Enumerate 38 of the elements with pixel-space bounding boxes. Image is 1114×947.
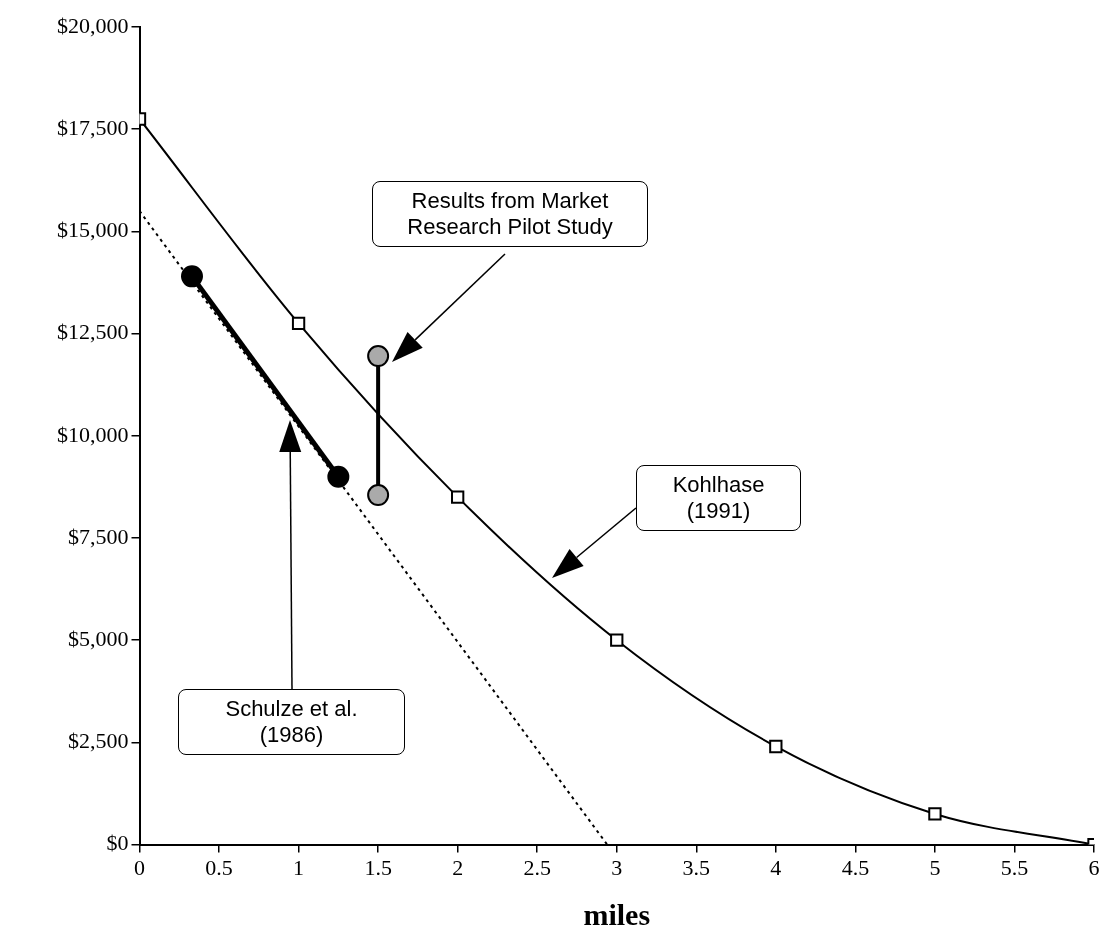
callout-box: Kohlhase (1991) [636, 465, 801, 531]
point [181, 265, 203, 288]
y-tick-label: $5,000 [68, 625, 129, 651]
x-tick-label: 4.5 [841, 854, 870, 880]
x-tick-label: 5.5 [1000, 854, 1029, 880]
y-tick-label: $15,000 [57, 217, 129, 243]
x-tick-label: 2.5 [523, 854, 551, 880]
point [928, 807, 942, 821]
point [451, 490, 465, 504]
x-tick-label: 2 [452, 854, 464, 880]
callout-box: Schulze et al. (1986) [178, 689, 405, 755]
annotation: Kohlhase (1991) [671, 472, 766, 524]
x-tick-label: 1 [293, 854, 305, 880]
x-tick-label: 6 [1088, 854, 1100, 880]
point [367, 484, 390, 507]
point [367, 345, 390, 368]
x-tick-label: 3.5 [682, 854, 711, 880]
y-tick-label: $20,000 [57, 12, 129, 38]
annotation: Schulze et al. (1986) [224, 696, 359, 748]
y-tick-label: $0 [106, 830, 129, 856]
annotation: Results from Market Research Pilot Study [406, 188, 614, 240]
x-axis-title: miles [583, 897, 651, 931]
point [769, 739, 783, 754]
y-tick-label: $12,500 [57, 319, 129, 345]
y-tick-label: $7,500 [68, 523, 129, 549]
point [610, 633, 624, 647]
x-tick-label: 3 [611, 854, 623, 880]
x-tick-label: 0.5 [205, 854, 233, 880]
x-tick-label: 1.5 [364, 854, 392, 880]
point [291, 316, 306, 331]
x-tick-label: 4 [770, 854, 782, 880]
y-tick-label: $10,000 [57, 421, 129, 447]
callout-box: Results from Market Research Pilot Study [372, 181, 648, 247]
point [327, 465, 350, 488]
y-tick-label: $2,500 [68, 728, 129, 754]
y-tick-label: $17,500 [57, 114, 129, 140]
x-tick-label: 0 [134, 854, 145, 880]
x-tick-label: 5 [929, 854, 941, 880]
